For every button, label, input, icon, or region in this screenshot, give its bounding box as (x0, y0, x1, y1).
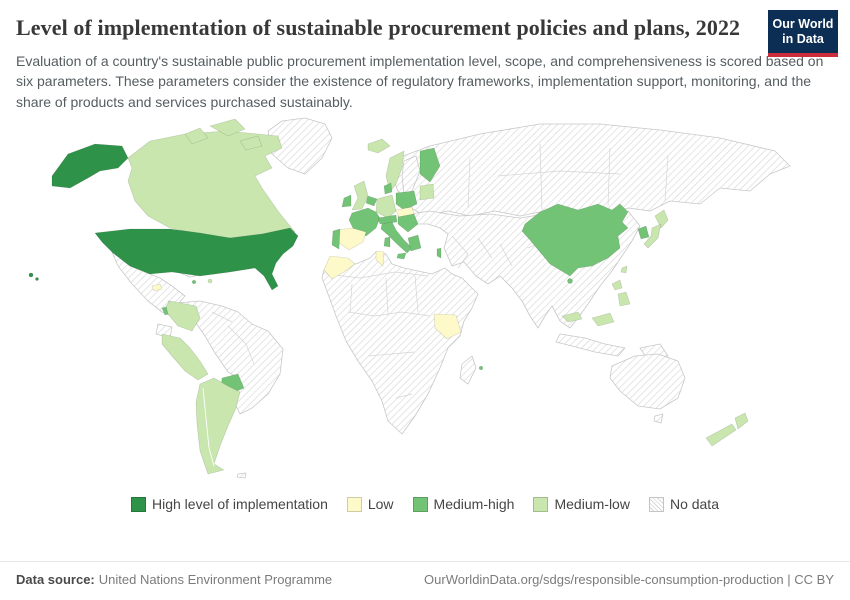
country-denmark[interactable] (383, 183, 393, 195)
country-italy[interactable] (380, 222, 413, 254)
country-new-zealand-south[interactable] (705, 424, 737, 447)
chart-title: Level of implementation of sustainable p… (16, 15, 741, 40)
country-portugal[interactable] (331, 229, 341, 250)
country-madagascar[interactable] (459, 355, 477, 385)
legend-swatch (533, 496, 549, 512)
country-ireland[interactable] (341, 195, 352, 208)
country-japan-north[interactable] (654, 210, 669, 229)
country-canada-arctic-3[interactable] (239, 136, 263, 151)
owid-url-license[interactable]: OurWorldinData.org/sdgs/responsible-cons… (424, 572, 834, 587)
country-taiwan[interactable] (620, 266, 628, 274)
country-finland[interactable] (419, 148, 441, 183)
country-canada-arctic-1[interactable] (209, 119, 246, 137)
country-china[interactable] (521, 204, 629, 277)
owid-logo-box: Our World in Data (768, 10, 838, 53)
legend-label: High level of implementation (151, 496, 328, 513)
owid-logo[interactable]: Our World in Data (768, 10, 838, 57)
legend-item[interactable]: Medium-high (412, 496, 515, 513)
country-sicily-italy[interactable] (396, 253, 407, 260)
country-united-kingdom[interactable] (351, 181, 369, 211)
country-alaska-us[interactable] (51, 144, 129, 189)
country-hainan-china[interactable] (567, 278, 573, 285)
country-new-zealand-north[interactable] (734, 413, 749, 430)
legend-label: No data (669, 496, 719, 513)
legend-label: Medium-low (554, 496, 630, 513)
country-canada[interactable] (127, 131, 296, 239)
owid-logo-line1: Our World (772, 17, 834, 31)
country-mauritius[interactable] (478, 366, 484, 371)
country-uganda-kenya[interactable] (433, 314, 462, 340)
country-tunisia[interactable] (375, 251, 385, 267)
country-jamaica[interactable] (191, 280, 197, 285)
legend-label: Medium-high (433, 496, 515, 513)
country-south-korea[interactable] (637, 226, 650, 240)
country-sardinia-italy[interactable] (383, 237, 391, 248)
country-iceland[interactable] (367, 139, 391, 154)
legend-swatch-no-data (648, 496, 664, 512)
data-source-label: Data source: (16, 572, 95, 587)
country-tasmania[interactable] (653, 413, 664, 424)
country-dominican-republic[interactable] (207, 279, 213, 284)
border-argentina-chile (202, 388, 215, 467)
data-source: Data source: United Nations Environment P… (16, 572, 332, 587)
country-spain[interactable] (335, 228, 367, 251)
legend-item[interactable]: Low (346, 496, 394, 513)
country-sweden[interactable] (401, 155, 421, 195)
legend-swatch (412, 496, 428, 512)
owid-logo-red-bar (768, 52, 838, 57)
country-indonesia[interactable] (555, 333, 626, 357)
country-australia[interactable] (609, 353, 686, 410)
country-benelux[interactable] (365, 196, 378, 207)
legend-item[interactable]: High level of implementation (130, 496, 328, 513)
country-borders (125, 144, 669, 399)
legend-swatch (130, 496, 146, 512)
legend: High level of implementation Low Medium-hi… (0, 496, 850, 512)
country-morocco[interactable] (323, 256, 356, 280)
chart-footer: Data source: United Nations Environment P… (0, 561, 850, 600)
country-philippines-north[interactable] (611, 280, 623, 291)
country-hawaii-us[interactable] (28, 273, 34, 278)
country-malaysia-peninsula[interactable] (561, 312, 583, 323)
legend-item[interactable]: No data (648, 496, 719, 513)
country-honduras[interactable] (151, 284, 163, 292)
country-argentina-chile[interactable] (195, 378, 241, 475)
country-colombia[interactable] (165, 301, 201, 332)
region-africa[interactable] (321, 251, 479, 435)
country-greece[interactable] (407, 235, 422, 252)
owid-logo-line2: in Data (782, 31, 824, 46)
country-germany[interactable] (375, 195, 397, 219)
legend-label: Low (367, 496, 394, 513)
country-poland[interactable] (395, 191, 418, 211)
country-israel[interactable] (436, 248, 442, 259)
chart-subtitle: Evaluation of a country's sustainable pu… (16, 53, 824, 110)
map-container (0, 116, 850, 496)
country-norway[interactable] (385, 151, 405, 193)
country-malaysia-borneo[interactable] (591, 313, 615, 327)
world-map[interactable] (0, 116, 850, 496)
data-source-value: United Nations Environment Programme (98, 572, 333, 587)
legend-swatch (346, 496, 362, 512)
country-greenland[interactable] (267, 117, 333, 175)
country-falklands[interactable] (236, 472, 247, 479)
country-hawaii-us-2[interactable] (35, 277, 39, 282)
country-switzerland-austria[interactable] (377, 215, 398, 225)
country-brazil-venezuela[interactable] (177, 300, 284, 415)
country-baltic-states[interactable] (419, 184, 435, 201)
country-canada-arctic-2[interactable] (184, 128, 209, 145)
country-united-states[interactable] (94, 228, 299, 291)
chart-header: Level of implementation of sustainable p… (0, 0, 850, 112)
country-hungary-croatia[interactable] (397, 214, 419, 233)
country-peru[interactable] (161, 334, 209, 381)
legend-item[interactable]: Medium-low (533, 496, 630, 513)
country-russia-and-north-asia[interactable] (389, 123, 791, 217)
country-japan-south[interactable] (643, 224, 662, 249)
country-france[interactable] (348, 208, 381, 237)
country-philippines-south[interactable] (617, 292, 631, 307)
